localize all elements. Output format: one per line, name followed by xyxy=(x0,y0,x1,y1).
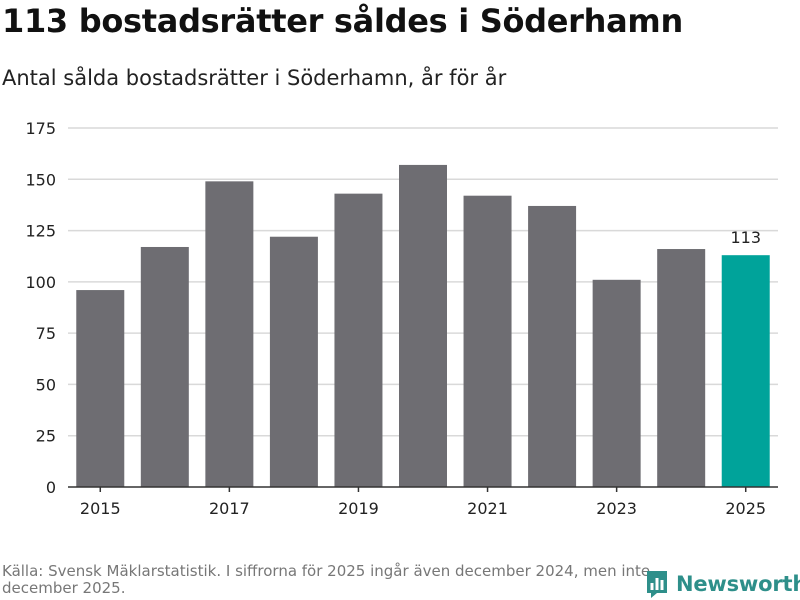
axes xyxy=(68,486,778,492)
bar-2016 xyxy=(140,246,189,487)
x-tick-label-2025: 2025 xyxy=(725,499,766,518)
chart-subtitle: Antal sålda bostadsrätter i Söderhamn, å… xyxy=(2,66,507,90)
y-tick-label-175: 175 xyxy=(25,119,56,138)
data-label-2025: 113 xyxy=(730,228,761,247)
bar-2015 xyxy=(76,290,125,487)
bar-2020 xyxy=(399,164,447,487)
x-tick-label-2023: 2023 xyxy=(596,499,637,518)
bar-chart: 0 25 50 75 100 125 150 175 2015 2017 2019 2021 2023 2… xyxy=(25,119,778,518)
bar-2017 xyxy=(205,181,254,487)
chart-title: 113 bostadsrätter såldes i Söderhamn xyxy=(2,2,683,40)
source-note: Källa: Svensk Mäklarstatistik. I siffror… xyxy=(2,562,651,597)
bar-2022 xyxy=(528,205,577,487)
bar-2018 xyxy=(269,236,318,487)
y-tick-label-150: 150 xyxy=(25,170,56,189)
brand-logo: Newsworthy xyxy=(645,569,800,599)
bar-2025 xyxy=(721,255,770,487)
x-tick-label-2019: 2019 xyxy=(338,499,379,518)
y-tick-label-0: 0 xyxy=(46,478,56,497)
x-tick-label-2015: 2015 xyxy=(80,499,121,518)
bar-2024 xyxy=(657,249,706,487)
y-tick-label-100: 100 xyxy=(25,273,56,292)
x-tick-label-2017: 2017 xyxy=(209,499,250,518)
y-tick-label-75: 75 xyxy=(36,324,56,343)
bar-2021 xyxy=(463,195,512,487)
y-tick-label-50: 50 xyxy=(36,375,56,394)
brand-name: Newsworthy xyxy=(676,572,800,596)
bar-2019 xyxy=(334,193,383,487)
bar-2023 xyxy=(592,279,641,487)
y-tick-label-25: 25 xyxy=(36,427,56,446)
labels: 0 25 50 75 100 125 150 175 2015 2017 2019 2021 2023 2… xyxy=(25,119,766,518)
bars xyxy=(76,164,770,487)
x-tick-label-2021: 2021 xyxy=(467,499,508,518)
y-tick-label-125: 125 xyxy=(25,222,56,241)
newsworthy-logo-icon xyxy=(647,571,667,598)
